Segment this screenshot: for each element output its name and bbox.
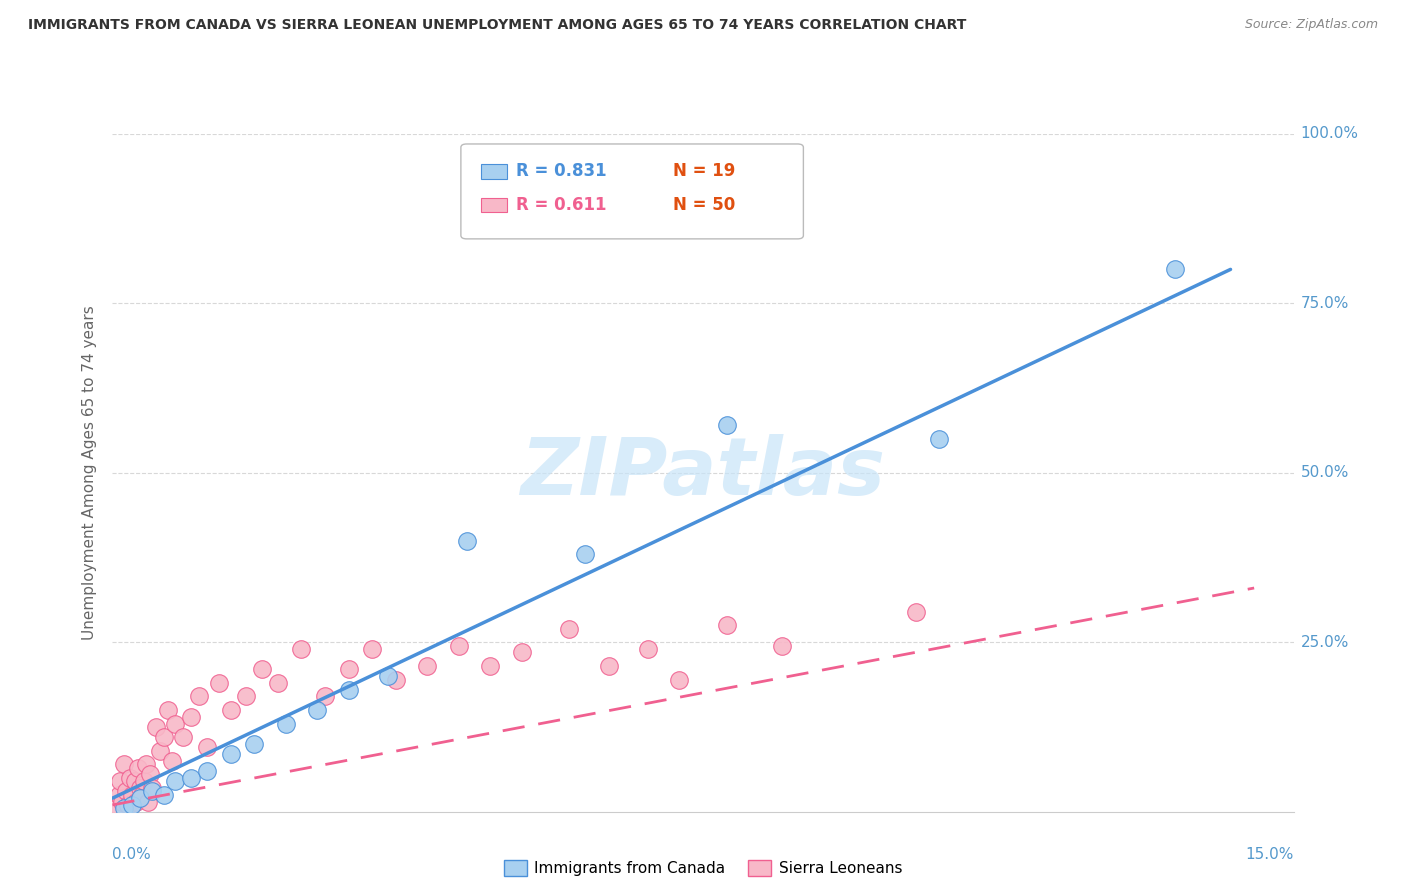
Point	[416, 659, 439, 673]
Point	[180, 771, 202, 785]
Point	[290, 642, 312, 657]
Point	[172, 730, 194, 744]
Point	[135, 757, 157, 772]
Point	[558, 622, 581, 636]
Point	[152, 730, 174, 744]
Text: N = 19: N = 19	[673, 162, 735, 180]
Point	[129, 780, 152, 795]
Point	[456, 533, 478, 548]
Point	[141, 784, 163, 798]
Point	[121, 788, 143, 802]
Point	[117, 797, 139, 812]
Text: 25.0%: 25.0%	[1301, 635, 1348, 649]
Point	[145, 720, 167, 734]
Legend: Immigrants from Canada, Sierra Leoneans: Immigrants from Canada, Sierra Leoneans	[498, 854, 908, 882]
Text: N = 50: N = 50	[673, 196, 735, 214]
Point	[574, 547, 596, 561]
Point	[180, 710, 202, 724]
Point	[152, 788, 174, 802]
Text: 50.0%: 50.0%	[1301, 466, 1348, 480]
Y-axis label: Unemployment Among Ages 65 to 74 years: Unemployment Among Ages 65 to 74 years	[82, 305, 97, 640]
Point	[110, 774, 132, 789]
Point	[149, 744, 172, 758]
Point	[112, 801, 135, 815]
Point	[105, 801, 128, 815]
Point	[637, 642, 659, 657]
Point	[307, 703, 329, 717]
Point	[156, 703, 179, 717]
Point	[668, 673, 690, 687]
Point	[928, 432, 950, 446]
Point	[904, 605, 927, 619]
Point	[160, 754, 183, 768]
Point	[1164, 262, 1187, 277]
Point	[337, 682, 360, 697]
Point	[165, 716, 187, 731]
Point	[195, 740, 218, 755]
Point	[479, 659, 502, 673]
Point	[111, 795, 134, 809]
Point	[136, 795, 159, 809]
Point	[118, 771, 141, 785]
Point	[165, 774, 187, 789]
FancyBboxPatch shape	[481, 197, 508, 212]
Point	[770, 639, 793, 653]
Text: 0.0%: 0.0%	[112, 847, 152, 863]
Point	[243, 737, 266, 751]
Text: Source: ZipAtlas.com: Source: ZipAtlas.com	[1244, 18, 1378, 31]
Point	[314, 690, 336, 704]
Point	[235, 690, 257, 704]
Point	[188, 690, 211, 704]
Point	[132, 774, 155, 789]
Point	[716, 418, 738, 433]
Point	[716, 618, 738, 632]
Point	[195, 764, 218, 778]
Point	[208, 676, 231, 690]
Point	[219, 747, 242, 761]
Point	[125, 795, 148, 809]
FancyBboxPatch shape	[461, 144, 803, 239]
Point	[127, 761, 149, 775]
Point	[510, 645, 533, 659]
Point	[274, 716, 297, 731]
Point	[129, 791, 152, 805]
Point	[139, 767, 162, 781]
Text: ZIPatlas: ZIPatlas	[520, 434, 886, 512]
Point	[112, 757, 135, 772]
Point	[250, 662, 273, 676]
Point	[141, 780, 163, 795]
Point	[131, 788, 153, 802]
Text: R = 0.831: R = 0.831	[516, 162, 607, 180]
FancyBboxPatch shape	[481, 163, 508, 178]
Point	[107, 788, 129, 802]
Text: IMMIGRANTS FROM CANADA VS SIERRA LEONEAN UNEMPLOYMENT AMONG AGES 65 TO 74 YEARS : IMMIGRANTS FROM CANADA VS SIERRA LEONEAN…	[28, 18, 966, 32]
Text: R = 0.611: R = 0.611	[516, 196, 607, 214]
Point	[267, 676, 290, 690]
Point	[447, 639, 470, 653]
Point	[598, 659, 620, 673]
Text: 75.0%: 75.0%	[1301, 296, 1348, 310]
Point	[385, 673, 408, 687]
Point	[121, 797, 143, 812]
Point	[377, 669, 399, 683]
Point	[115, 784, 138, 798]
Text: 15.0%: 15.0%	[1246, 847, 1294, 863]
Point	[219, 703, 242, 717]
Point	[337, 662, 360, 676]
Text: 100.0%: 100.0%	[1301, 127, 1358, 141]
Point	[124, 774, 146, 789]
Point	[361, 642, 384, 657]
